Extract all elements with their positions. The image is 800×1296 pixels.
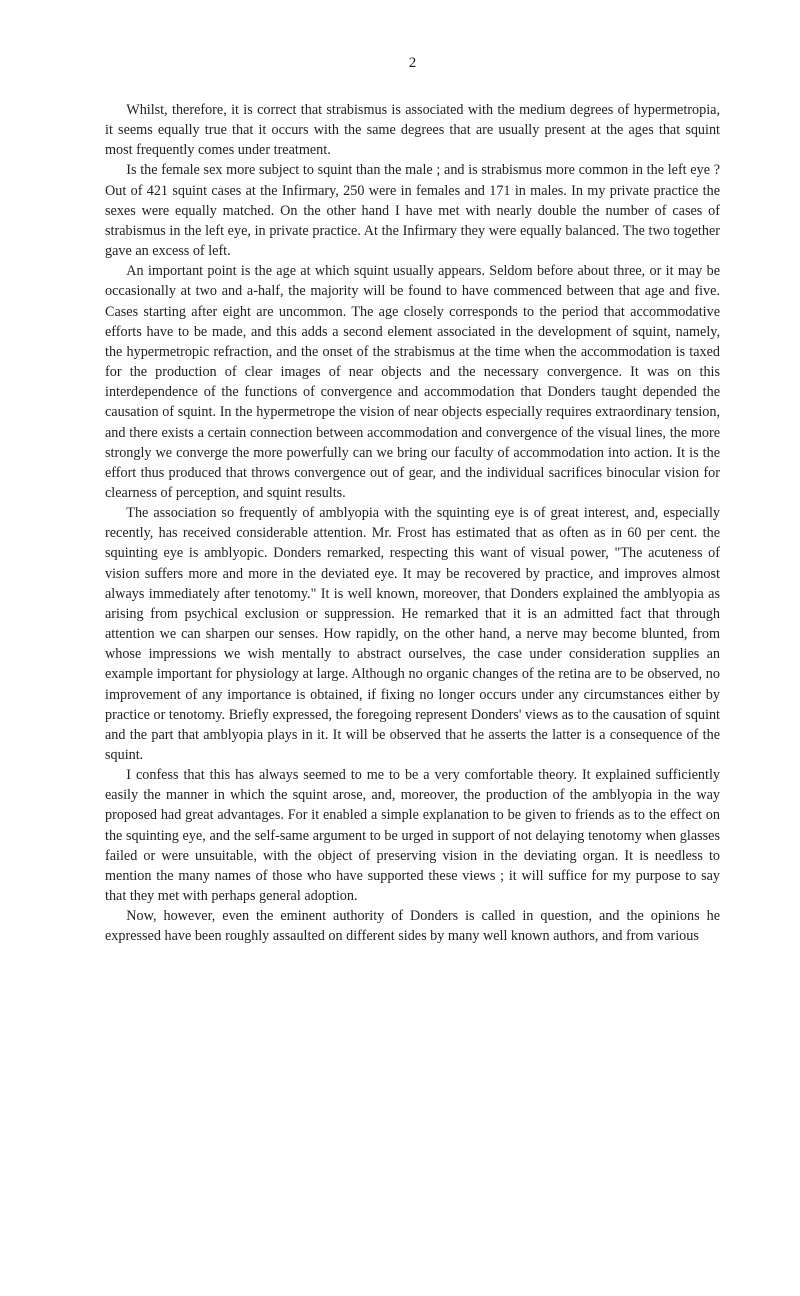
body-text-container: Whilst, therefore, it is correct that st… — [105, 100, 720, 947]
paragraph: An important point is the age at which s… — [105, 261, 720, 503]
document-page: 2 Whilst, therefore, it is correct that … — [0, 0, 800, 1007]
paragraph: I confess that this has always seemed to… — [105, 765, 720, 906]
paragraph: Now, however, even the eminent authority… — [105, 906, 720, 946]
page-number: 2 — [105, 55, 720, 72]
paragraph: Whilst, therefore, it is correct that st… — [105, 100, 720, 160]
paragraph: Is the female sex more subject to squint… — [105, 160, 720, 261]
paragraph: The association so frequently of amblyop… — [105, 503, 720, 765]
